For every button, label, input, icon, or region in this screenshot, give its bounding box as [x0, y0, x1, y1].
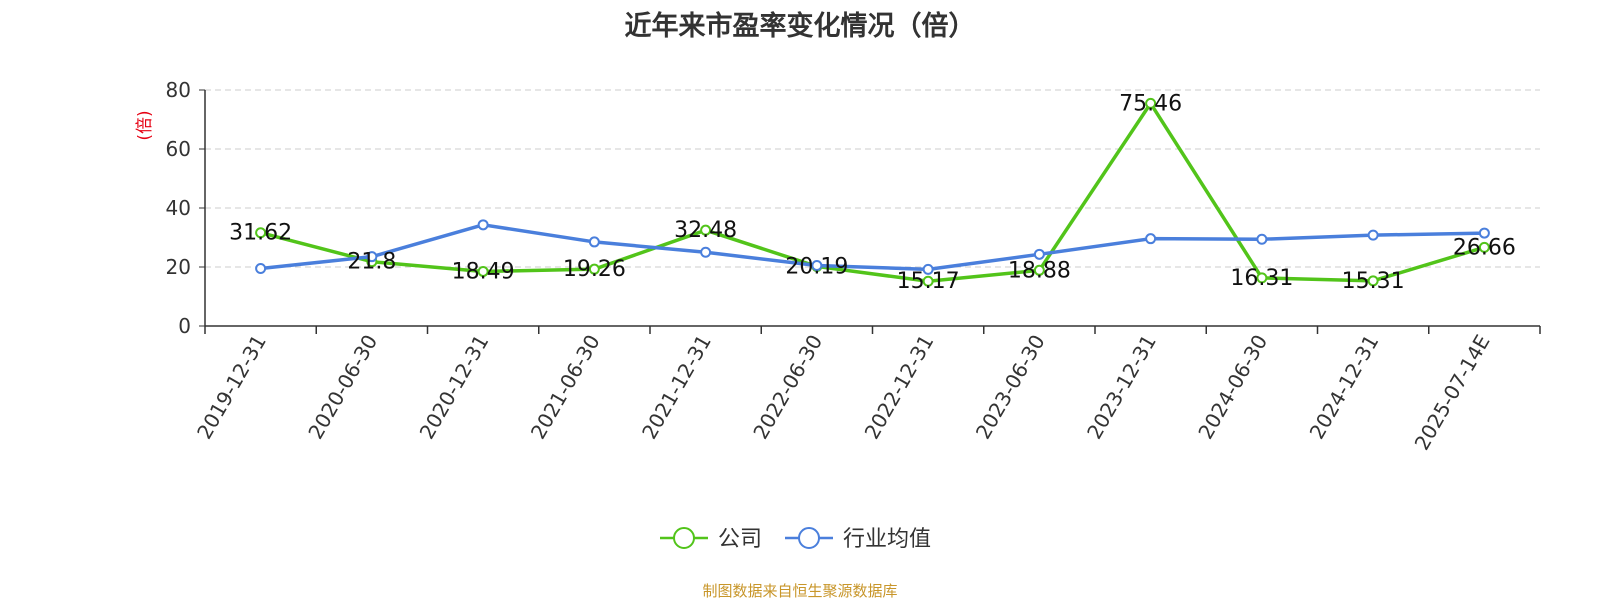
data-point	[477, 265, 489, 277]
data-label: 26.66	[1453, 235, 1516, 260]
data-label: 15.17	[897, 269, 960, 294]
y-tick-label: 80	[166, 78, 191, 102]
data-point	[1478, 227, 1490, 239]
x-tick-label: 2024-06-30	[1193, 331, 1272, 444]
x-tick-label: 2023-12-31	[1082, 331, 1161, 444]
x-tick-label: 2019-12-31	[192, 331, 271, 444]
data-point	[922, 263, 934, 275]
data-point	[1367, 275, 1379, 287]
data-point	[1033, 248, 1045, 260]
data-point	[1145, 97, 1157, 109]
y-axis-label: (倍)	[135, 110, 155, 140]
x-tick-label: 2023-06-30	[971, 331, 1050, 444]
data-label: 20.19	[785, 254, 848, 279]
x-tick-label: 2024-12-31	[1305, 331, 1384, 444]
x-tick-label: 2021-12-31	[637, 331, 716, 444]
data-label: 75.46	[1119, 91, 1182, 116]
data-label: 15.31	[1342, 269, 1405, 294]
data-point	[1256, 272, 1268, 284]
x-tick-label: 2021-06-30	[526, 331, 605, 444]
data-labels: 31.62 21.8 18.49 19.26 32.48 20.19 15.17 18.88 7…	[229, 91, 1516, 294]
data-label: 21.8	[347, 250, 396, 275]
x-tick-label: 2025-07-14E	[1409, 331, 1494, 455]
series-lines	[255, 97, 1490, 287]
data-label: 18.88	[1008, 258, 1071, 283]
x-tick-label: 2020-06-30	[303, 331, 382, 444]
grid-lines	[205, 89, 1540, 268]
series-line-1	[260, 223, 1485, 272]
x-tick-label: 2020-12-31	[415, 331, 494, 444]
y-tick-label: 40	[166, 196, 191, 220]
data-point	[1256, 233, 1268, 245]
data-label: 18.49	[452, 259, 515, 284]
data-label: 32.48	[674, 218, 737, 243]
y-tick-label: 60	[166, 137, 191, 161]
data-point	[588, 236, 600, 248]
data-point	[477, 219, 489, 231]
data-point	[700, 246, 712, 258]
data-label: 16.31	[1230, 266, 1293, 291]
legend-label: 公司	[718, 527, 762, 552]
data-point	[1145, 233, 1157, 245]
data-point	[922, 275, 934, 287]
chart-title: 近年来市盈率变化情况（倍）	[624, 11, 976, 42]
y-tick-label: 0	[178, 314, 191, 338]
y-tick-label: 20	[166, 255, 191, 279]
x-tick-label: 2022-06-30	[748, 331, 827, 444]
data-point	[811, 260, 823, 272]
data-point	[588, 263, 600, 275]
series-line-0	[260, 101, 1485, 283]
data-point	[1367, 229, 1379, 241]
legend: 公司 行业均值	[660, 527, 931, 552]
legend-marker	[673, 527, 695, 549]
x-tick-label: 2022-12-31	[860, 331, 939, 444]
source-note: 制图数据来自恒生聚源数据库	[702, 582, 898, 600]
legend-marker	[798, 527, 820, 549]
data-point	[366, 251, 378, 263]
data-label: 31.62	[229, 221, 292, 246]
data-point	[255, 262, 267, 274]
legend-label: 行业均值	[843, 527, 931, 552]
data-point	[1033, 264, 1045, 276]
data-point	[255, 227, 267, 239]
data-point	[1478, 241, 1490, 253]
data-point	[700, 224, 712, 236]
data-label: 19.26	[563, 257, 626, 282]
